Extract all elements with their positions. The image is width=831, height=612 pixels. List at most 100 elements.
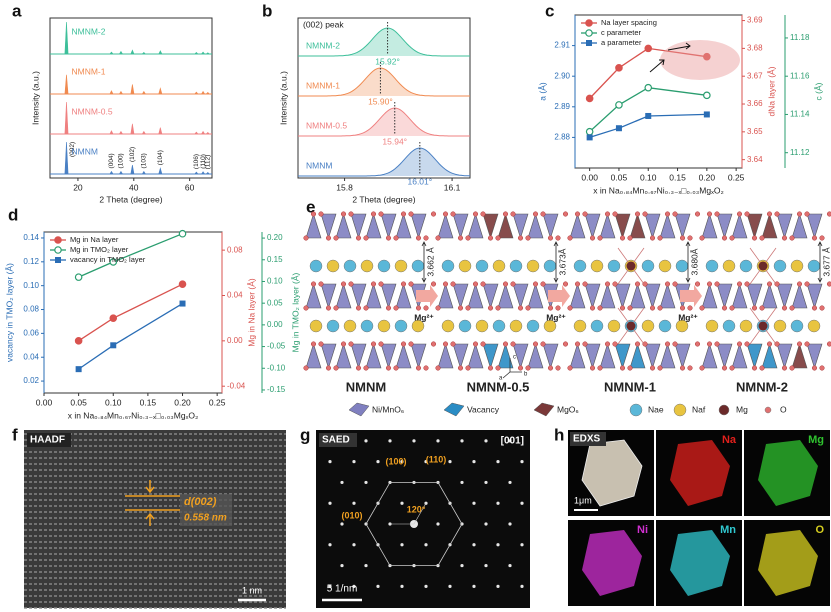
oxygen: [736, 281, 743, 287]
na-ion: [722, 319, 736, 333]
octahedron: [569, 282, 586, 309]
oxygen: [363, 305, 369, 311]
oxygen: [567, 365, 573, 371]
diffraction-spot: [472, 584, 476, 588]
x-axis-label: 2 Theta (degree): [352, 194, 415, 204]
oxygen: [510, 211, 516, 217]
marker: [644, 44, 653, 53]
octahedron: [761, 212, 778, 239]
oxygen: [318, 341, 324, 347]
oxygen: [487, 365, 494, 371]
element-label: Mn: [720, 524, 736, 536]
oxygen: [340, 211, 347, 217]
octahedron: [644, 343, 661, 370]
element-map: [670, 440, 730, 506]
na-ion: [475, 259, 489, 273]
x-tick-label: 0.10: [105, 397, 122, 407]
octahedron: [599, 342, 616, 369]
na-ion: [441, 259, 455, 273]
oxygen: [672, 341, 678, 347]
oxygen: [340, 281, 347, 287]
y-tick-label: 0.10: [23, 281, 39, 290]
scale-label: 1μm: [574, 495, 592, 505]
oxygen: [694, 211, 701, 217]
octahedron: [380, 283, 397, 310]
oxygen: [664, 341, 671, 347]
oxygen: [457, 305, 464, 311]
na-ion: [590, 319, 604, 333]
y-tick-label: 0.15: [267, 255, 283, 264]
peak: [141, 170, 146, 175]
oxygen: [340, 341, 347, 347]
peak: [130, 84, 135, 95]
axis-letter: b: [524, 372, 528, 378]
oxygen: [408, 211, 414, 217]
oxygen: [627, 305, 633, 311]
x-tick-label: 20: [73, 182, 83, 192]
element-map: [582, 530, 642, 596]
octahedron: [806, 283, 823, 310]
oxygen: [318, 281, 324, 287]
octahedron: [437, 342, 454, 369]
octahedron: [791, 342, 808, 369]
oxygen: [619, 305, 626, 311]
oxygen: [634, 211, 641, 217]
octahedron: [806, 343, 823, 370]
marker: [586, 134, 593, 141]
oxygen: [325, 305, 332, 311]
diffraction-spot: [340, 522, 344, 526]
legend-label: Ni/MnO₆: [372, 404, 404, 414]
na-ion: [509, 319, 523, 333]
legend-label: O: [780, 404, 787, 414]
oxygen: [442, 211, 449, 217]
oxygen: [744, 341, 750, 347]
octahedron: [467, 212, 484, 239]
hexagon: [365, 482, 463, 566]
diffraction-spot: [364, 563, 368, 568]
octahedron: [584, 213, 601, 240]
octahedron: [746, 343, 763, 370]
label-box: [180, 494, 232, 526]
oxygen: [487, 305, 494, 311]
na-ion: [475, 319, 489, 333]
oxygen: [796, 341, 803, 347]
peak: [158, 87, 163, 95]
oxygen: [502, 281, 509, 287]
oxygen: [672, 211, 678, 217]
peak: [141, 130, 146, 135]
na-ion: [607, 319, 621, 333]
peak-area: [298, 68, 470, 96]
oxygen: [333, 235, 339, 241]
octahedron: [644, 213, 661, 240]
oxygen: [517, 365, 524, 371]
octahedron: [674, 213, 691, 240]
y-tick-label: 0.08: [23, 305, 39, 314]
y-tick-label: 11.18: [790, 33, 810, 42]
na-ion: [773, 319, 787, 333]
oxygen: [612, 341, 618, 347]
octahedron: [584, 283, 601, 310]
oxygen: [442, 341, 449, 347]
octahedron: [305, 342, 322, 369]
octahedron: [497, 212, 514, 239]
oxygen: [540, 281, 546, 287]
oxygen: [370, 211, 377, 217]
x-tick-label: 16.1: [444, 182, 461, 192]
oxygen: [450, 281, 456, 287]
y-tick-label: 0.10: [267, 277, 283, 286]
diffraction-spot: [424, 460, 428, 464]
na-ion: [492, 259, 506, 273]
oxygen: [435, 305, 441, 311]
x-tick-label: 0.05: [611, 172, 628, 182]
oxygen: [378, 341, 384, 347]
panel-label: g: [300, 425, 310, 444]
oxygen: [694, 341, 701, 347]
y-tick-label: 11.14: [790, 110, 810, 119]
y-tick-label: -0.04: [227, 381, 246, 390]
peak: [109, 130, 114, 135]
oxygen: [450, 341, 456, 347]
oxygen: [574, 341, 581, 347]
oxygen: [303, 305, 309, 311]
diffraction-spot: [508, 563, 512, 568]
d-label: d(002): [184, 496, 217, 508]
